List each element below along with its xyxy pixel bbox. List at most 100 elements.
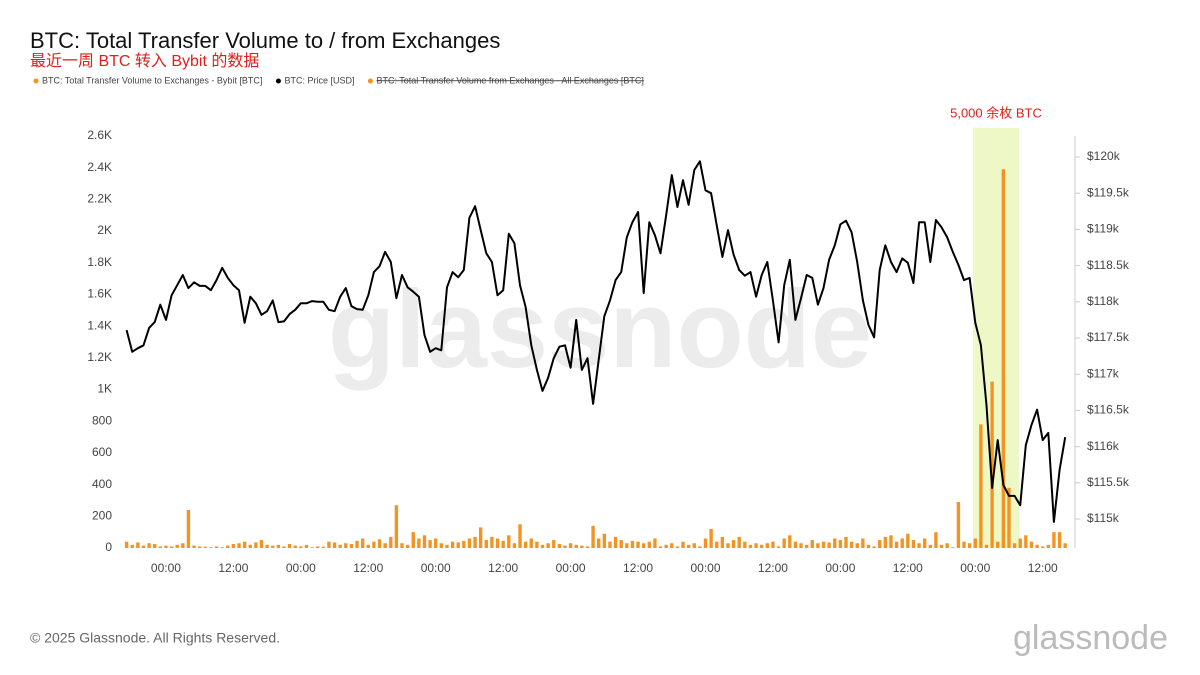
bar — [529, 538, 533, 548]
bar — [894, 541, 899, 548]
bar — [793, 541, 798, 548]
bar — [209, 547, 213, 548]
bar — [265, 544, 269, 548]
legend-marker — [33, 78, 39, 84]
bar — [383, 543, 387, 548]
bar — [377, 539, 382, 548]
bar — [608, 541, 612, 548]
bar — [203, 546, 207, 548]
bar — [698, 546, 702, 548]
bar — [1041, 546, 1045, 548]
logo: glassnode — [1013, 619, 1168, 657]
bar — [574, 544, 578, 548]
bar — [540, 544, 545, 548]
bar — [917, 543, 921, 548]
bar — [552, 540, 556, 548]
x-tick-label: 00:00 — [960, 561, 990, 575]
bar — [389, 536, 393, 548]
y-tick-label: 1.4K — [87, 318, 112, 332]
bar — [872, 546, 876, 548]
legend-label: BTC: Price [USD] — [284, 75, 354, 85]
bar — [282, 546, 286, 548]
y-tick-label: 1.2K — [87, 350, 112, 364]
bar — [737, 536, 741, 548]
bar — [568, 543, 573, 548]
bar — [878, 540, 882, 548]
bar — [299, 546, 303, 548]
y2-tick-label: $119.5k — [1087, 185, 1130, 199]
bar — [523, 541, 528, 548]
bar — [417, 538, 421, 548]
bar — [1057, 532, 1062, 548]
bar — [495, 538, 500, 548]
bar — [1012, 543, 1017, 548]
bar — [394, 505, 399, 548]
bar — [147, 543, 151, 548]
bar — [1035, 544, 1039, 548]
bar — [445, 544, 449, 548]
bar — [939, 544, 944, 548]
x-tick-label: 00:00 — [286, 561, 316, 575]
bar — [855, 543, 859, 548]
bar — [130, 544, 134, 548]
bar — [1001, 169, 1006, 548]
bar — [849, 541, 854, 548]
y-tick-label: 2K — [97, 223, 112, 237]
bar — [332, 542, 337, 548]
bar — [226, 545, 230, 548]
annotation: 5,000 余枚 BTC — [950, 105, 1042, 120]
bar — [692, 543, 696, 548]
bar — [591, 525, 595, 548]
bar — [473, 536, 477, 548]
bar — [647, 541, 651, 548]
bar — [366, 544, 370, 548]
bar — [310, 547, 314, 548]
x-tick-label: 00:00 — [421, 561, 451, 575]
bar — [664, 544, 668, 548]
x-tick-label: 00:00 — [825, 561, 855, 575]
bar — [804, 544, 809, 548]
bar — [636, 541, 640, 548]
bar — [304, 544, 309, 548]
bar — [316, 546, 320, 548]
bar — [411, 532, 415, 548]
bar — [422, 535, 427, 548]
bar — [535, 541, 539, 548]
bar — [164, 545, 168, 548]
bar — [360, 538, 365, 548]
bar — [518, 524, 522, 548]
bar — [788, 535, 792, 548]
bar — [833, 538, 837, 548]
bar — [782, 538, 786, 548]
x-tick-label: 12:00 — [758, 561, 788, 575]
bar — [602, 533, 607, 548]
y-tick-label: 2.6K — [87, 128, 112, 142]
x-tick-label: 12:00 — [218, 561, 248, 575]
bar — [630, 540, 635, 548]
bar — [709, 528, 713, 548]
bar — [990, 381, 994, 548]
bar — [405, 544, 410, 548]
bar — [434, 538, 438, 548]
bar — [124, 541, 129, 548]
bar — [169, 546, 174, 548]
bar — [956, 502, 961, 548]
legend-marker — [275, 78, 281, 84]
bar — [175, 544, 179, 548]
bar — [248, 544, 252, 548]
bar — [810, 540, 814, 548]
x-tick-label: 12:00 — [353, 561, 383, 575]
bar — [1029, 541, 1034, 548]
y2-tick-label: $116k — [1087, 439, 1120, 453]
y2-tick-label: $120k — [1087, 149, 1121, 163]
x-tick-label: 00:00 — [556, 561, 586, 575]
bar — [715, 541, 719, 548]
y2-tick-label: $115k — [1087, 511, 1120, 525]
bar — [670, 543, 674, 548]
bar — [501, 540, 505, 548]
bar — [619, 540, 623, 548]
bar — [585, 546, 590, 548]
bar — [355, 540, 359, 548]
bar — [242, 541, 247, 548]
bar — [507, 535, 511, 548]
